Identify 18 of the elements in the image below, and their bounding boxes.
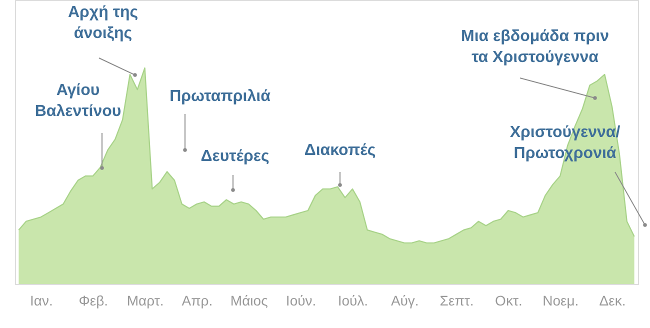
text: Μια εβδομάδα πριν τα Χριστούγεννα (461, 28, 610, 66)
x-tick-label: Οκτ. (495, 292, 522, 308)
annotation: Αγίου Βαλεντίνου (34, 82, 122, 120)
x-tick-label: Δεκ. (599, 292, 626, 308)
annotation: Διακοπές (304, 142, 376, 159)
x-tick-label: Σεπτ. (440, 292, 474, 308)
x-tick-label: Ιαν. (30, 292, 53, 308)
x-tick-label: Φεβ. (78, 292, 108, 308)
x-tick-label: Μάιος (230, 292, 268, 308)
annotation: Πρωταπριλιά (170, 88, 271, 105)
x-tick-label: Μαρτ. (126, 292, 164, 308)
x-tick-label: Ιούλ. (338, 292, 368, 308)
text: Αρχή της άνοιξης (68, 4, 138, 42)
x-tick-label: Ιούν. (286, 292, 316, 308)
x-tick-label: Αύγ. (390, 292, 419, 308)
x-tick-label: Νοεμ. (542, 292, 579, 308)
annotation: Δευτέρες (200, 148, 270, 165)
x-tick-label: Απρ. (182, 292, 213, 308)
